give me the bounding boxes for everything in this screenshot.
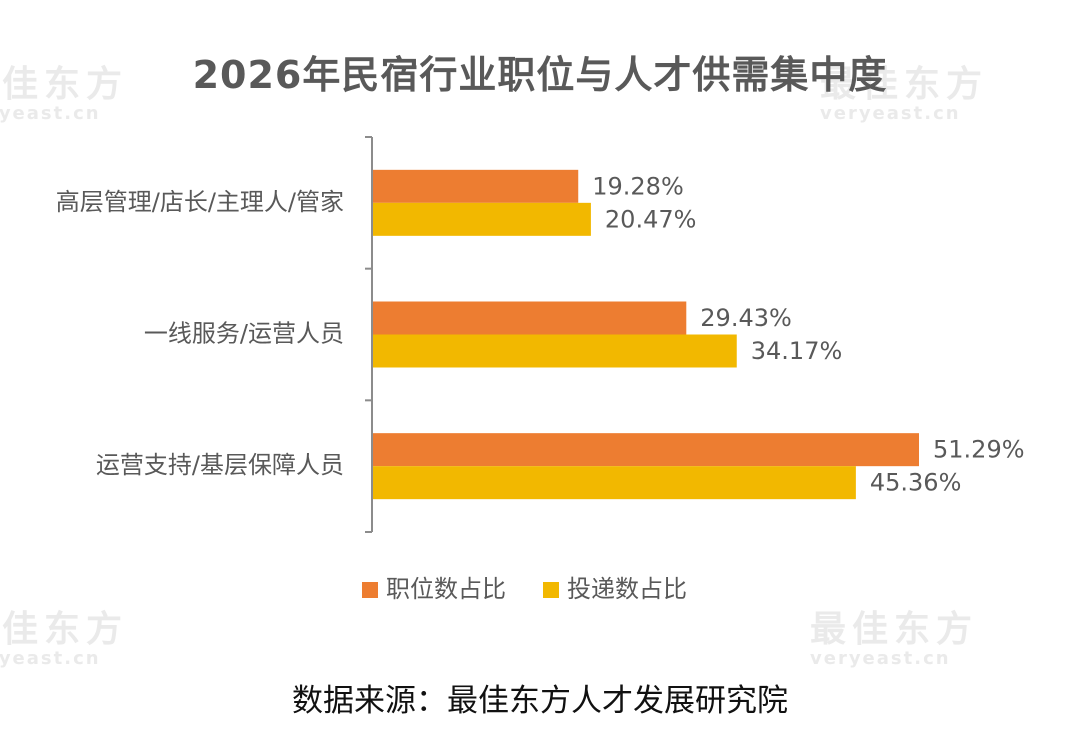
data-label: 29.43% [700,304,792,332]
watermark-en: veryeast.cn [820,103,961,124]
watermark-cn: 最佳东方 [0,609,129,650]
watermark-cn: 最佳东方 [0,64,129,105]
legend-label: 职位数占比 [386,575,506,603]
watermark-cn: 最佳东方 [810,609,979,650]
data-label: 45.36% [870,469,962,497]
bar-job-share [373,433,919,467]
watermark-en: veryeast.cn [810,648,951,669]
data-source: 数据来源：最佳东方人才发展研究院 [292,683,788,719]
bar-job-share [373,169,579,203]
data-label: 34.17% [751,337,843,365]
bar-application-share [373,466,856,500]
category-label: 高层管理/店长/主理人/管家 [56,188,344,216]
watermark: 最佳东方 veryeast.cn [810,600,978,669]
watermark: 最佳东方 veryeast.cn [0,55,128,124]
watermark-en: veryeast.cn [0,103,101,124]
category-label: 一线服务/运营人员 [144,320,344,348]
watermark-en: veryeast.cn [0,648,101,669]
legend-swatch [362,582,378,598]
watermark: 最佳东方 veryeast.cn [0,600,128,669]
data-label: 20.47% [605,205,697,233]
bar-job-share [373,301,687,335]
chart-title: 2026年民宿行业职位与人才供需集中度 [192,53,888,97]
legend-label: 投递数占比 [567,575,687,603]
watermark: 最佳东方 veryeast.cn [820,55,988,124]
legend-swatch [543,582,559,598]
watermark-cn: 最佳东方 [820,64,989,105]
bar-application-share [373,202,591,236]
category-label: 运营支持/基层保障人员 [96,451,344,479]
data-label: 19.28% [592,172,684,200]
bar-application-share [373,334,737,368]
data-label: 51.29% [933,436,1025,464]
